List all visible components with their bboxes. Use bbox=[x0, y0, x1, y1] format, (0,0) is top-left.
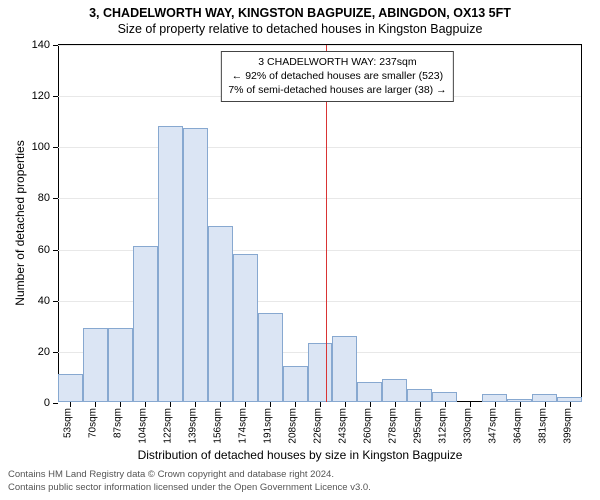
x-tick-mark bbox=[420, 402, 421, 407]
histogram-bar bbox=[108, 328, 133, 402]
x-tick-label: 399sqm bbox=[562, 408, 573, 444]
y-axis-line bbox=[58, 45, 59, 402]
y-tick-mark bbox=[53, 198, 58, 199]
x-tick-label: 364sqm bbox=[512, 408, 523, 444]
histogram-bar bbox=[283, 366, 308, 402]
histogram-bar bbox=[133, 246, 158, 402]
histogram-bar bbox=[183, 128, 208, 402]
y-gridline bbox=[58, 147, 581, 148]
y-tick-mark bbox=[53, 352, 58, 353]
x-tick-label: 347sqm bbox=[487, 408, 498, 444]
x-tick-label: 70sqm bbox=[88, 408, 99, 438]
y-tick-mark bbox=[53, 45, 58, 46]
y-tick-label: 140 bbox=[32, 39, 50, 51]
x-tick-mark bbox=[170, 402, 171, 407]
annotation-line-3: 7% of semi-detached houses are larger (3… bbox=[228, 83, 446, 97]
y-tick-mark bbox=[53, 301, 58, 302]
y-axis-label: Number of detached properties bbox=[13, 140, 27, 305]
histogram-bar bbox=[382, 379, 407, 402]
x-tick-mark bbox=[395, 402, 396, 407]
x-tick-label: 53sqm bbox=[63, 408, 74, 438]
x-tick-mark bbox=[520, 402, 521, 407]
x-tick-mark bbox=[220, 402, 221, 407]
x-tick-label: 381sqm bbox=[537, 408, 548, 444]
y-gridline bbox=[58, 198, 581, 199]
x-tick-label: 243sqm bbox=[337, 408, 348, 444]
x-tick-label: 295sqm bbox=[412, 408, 423, 444]
y-tick-mark bbox=[53, 96, 58, 97]
histogram-bar bbox=[58, 374, 83, 402]
chart-title-sub: Size of property relative to detached ho… bbox=[0, 22, 600, 36]
histogram-bar bbox=[332, 336, 357, 402]
x-tick-mark bbox=[545, 402, 546, 407]
x-tick-mark bbox=[245, 402, 246, 407]
annotation-line-2: ← 92% of detached houses are smaller (52… bbox=[228, 69, 446, 83]
plot-area: 02040608010012014053sqm70sqm87sqm104sqm1… bbox=[58, 44, 582, 402]
histogram-bar bbox=[482, 394, 507, 402]
y-tick-label: 60 bbox=[38, 244, 50, 256]
x-tick-mark bbox=[195, 402, 196, 407]
x-tick-mark bbox=[70, 402, 71, 407]
chart-title-main: 3, CHADELWORTH WAY, KINGSTON BAGPUIZE, A… bbox=[0, 0, 600, 20]
x-tick-mark bbox=[95, 402, 96, 407]
x-tick-label: 139sqm bbox=[188, 408, 199, 444]
x-tick-label: 208sqm bbox=[288, 408, 299, 444]
footer-attribution: Contains HM Land Registry data © Crown c… bbox=[8, 469, 371, 494]
x-tick-label: 260sqm bbox=[362, 408, 373, 444]
annotation-box: 3 CHADELWORTH WAY: 237sqm← 92% of detach… bbox=[221, 51, 453, 102]
y-tick-label: 0 bbox=[44, 397, 50, 409]
x-tick-mark bbox=[295, 402, 296, 407]
y-tick-mark bbox=[53, 147, 58, 148]
y-tick-label: 120 bbox=[32, 90, 50, 102]
histogram-bar bbox=[357, 382, 382, 402]
y-tick-label: 100 bbox=[32, 141, 50, 153]
x-tick-label: 156sqm bbox=[213, 408, 224, 444]
x-tick-mark bbox=[445, 402, 446, 407]
x-tick-label: 312sqm bbox=[437, 408, 448, 444]
x-tick-mark bbox=[345, 402, 346, 407]
histogram-bar bbox=[258, 313, 283, 403]
x-tick-mark bbox=[470, 402, 471, 407]
x-tick-label: 174sqm bbox=[238, 408, 249, 444]
x-axis-label: Distribution of detached houses by size … bbox=[0, 448, 600, 462]
footer-line-1: Contains HM Land Registry data © Crown c… bbox=[8, 469, 371, 481]
x-tick-mark bbox=[120, 402, 121, 407]
y-tick-mark bbox=[53, 403, 58, 404]
x-tick-label: 330sqm bbox=[462, 408, 473, 444]
x-tick-label: 87sqm bbox=[113, 408, 124, 438]
histogram-bar bbox=[407, 389, 432, 402]
x-tick-mark bbox=[145, 402, 146, 407]
histogram-bar bbox=[208, 226, 233, 402]
x-tick-mark bbox=[370, 402, 371, 407]
histogram-bar bbox=[83, 328, 108, 402]
histogram-bar bbox=[233, 254, 258, 402]
x-tick-label: 278sqm bbox=[387, 408, 398, 444]
x-tick-label: 122sqm bbox=[163, 408, 174, 444]
histogram-bar bbox=[308, 343, 333, 402]
y-gridline bbox=[58, 45, 581, 46]
x-tick-label: 104sqm bbox=[138, 408, 149, 444]
histogram-bar bbox=[432, 392, 457, 402]
y-tick-label: 80 bbox=[38, 192, 50, 204]
x-tick-label: 191sqm bbox=[263, 408, 274, 444]
x-tick-mark bbox=[320, 402, 321, 407]
footer-line-2: Contains public sector information licen… bbox=[8, 482, 371, 494]
annotation-line-1: 3 CHADELWORTH WAY: 237sqm bbox=[228, 55, 446, 69]
x-tick-label: 226sqm bbox=[313, 408, 324, 444]
x-tick-mark bbox=[495, 402, 496, 407]
histogram-bar bbox=[532, 394, 557, 402]
y-tick-mark bbox=[53, 250, 58, 251]
y-tick-label: 40 bbox=[38, 295, 50, 307]
x-tick-mark bbox=[270, 402, 271, 407]
y-tick-label: 20 bbox=[38, 346, 50, 358]
histogram-bar bbox=[158, 126, 183, 402]
x-tick-mark bbox=[570, 402, 571, 407]
